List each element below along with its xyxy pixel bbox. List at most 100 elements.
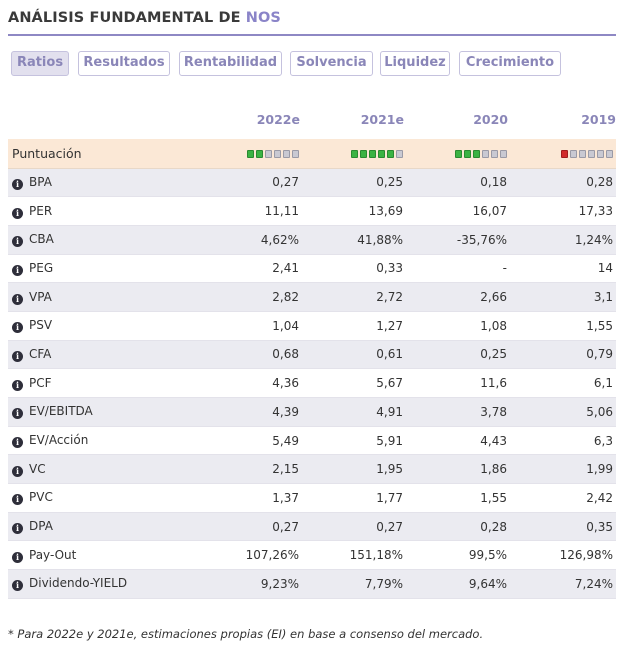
value-cell: 1,86 <box>406 454 510 485</box>
row-label: PVC <box>29 490 53 505</box>
column-header-2019: 2019 <box>581 112 616 127</box>
value-cell: 0,35 <box>510 512 616 542</box>
table-row: i CBA 4,62% 41,88% -35,76% 1,24% <box>8 225 616 255</box>
score-pip-filled <box>247 149 254 158</box>
value-cell: 0,27 <box>198 512 302 542</box>
table-row: i DPA 0,27 0,27 0,28 0,35 <box>8 512 616 542</box>
info-icon[interactable]: i <box>12 494 23 506</box>
score-label-cell: Puntuación <box>8 139 198 169</box>
row-label-cell: i EV/Acción <box>8 426 198 456</box>
value-cell: 0,68 <box>198 340 302 370</box>
tab-resultados[interactable]: Resultados <box>78 51 170 76</box>
info-icon[interactable]: i <box>12 207 23 219</box>
tab-solvencia[interactable]: Solvencia <box>290 51 373 76</box>
value-cell: 4,62% <box>198 225 302 255</box>
info-icon[interactable]: i <box>12 437 23 449</box>
value-cell: 0,25 <box>406 340 510 370</box>
row-label-cell: i DPA <box>8 512 198 542</box>
tab-ratios[interactable]: Ratios <box>11 51 69 76</box>
value-cell: 2,15 <box>198 454 302 485</box>
score-pip-filled <box>256 149 263 158</box>
column-header-2020: 2020 <box>473 112 508 127</box>
table-row: i Dividendo-YIELD 9,23% 7,79% 9,64% 7,24% <box>8 569 616 599</box>
score-pip-filled <box>464 149 471 158</box>
row-label: CBA <box>29 232 54 247</box>
value-cell: 126,98% <box>510 540 616 571</box>
value-cell: 1,77 <box>302 483 406 513</box>
info-icon[interactable]: i <box>12 178 23 190</box>
score-pips <box>351 149 403 158</box>
info-icon[interactable]: i <box>12 408 23 420</box>
value-cell: 2,82 <box>198 282 302 312</box>
value-cell: 1,99 <box>510 454 616 485</box>
row-label-cell: i PVC <box>8 483 198 513</box>
value-cell: 99,5% <box>406 540 510 571</box>
score-pip-empty <box>588 149 595 158</box>
value-cell: 0,28 <box>406 512 510 542</box>
info-icon[interactable]: i <box>12 264 23 276</box>
score-pip-filled <box>387 149 394 158</box>
row-label: Pay-Out <box>29 547 77 562</box>
value-cell: 0,61 <box>302 340 406 370</box>
score-pip-empty <box>396 149 403 158</box>
value-cell: 1,95 <box>302 454 406 485</box>
value-cell: 107,26% <box>198 540 302 571</box>
page-title: ANÁLISIS FUNDAMENTAL DE NOS <box>8 8 616 28</box>
value-cell: 1,24% <box>510 225 616 255</box>
row-label: EV/EBITDA <box>29 404 93 419</box>
row-label-cell: i PEG <box>8 254 198 284</box>
row-label-cell: i EV/EBITDA <box>8 397 198 427</box>
score-pip-filled <box>561 149 568 158</box>
value-cell: 9,23% <box>198 569 302 599</box>
table-row: i PEG 2,41 0,33-14 <box>8 254 616 284</box>
value-cell: 5,49 <box>198 426 302 456</box>
value-cell: 3,78 <box>406 397 510 427</box>
score-pip-empty <box>491 149 498 158</box>
tab-liquidez[interactable]: Liquidez <box>380 51 450 76</box>
value-cell: 11,11 <box>198 196 302 226</box>
value-cell: 2,66 <box>406 282 510 312</box>
value-cell: 1,55 <box>510 311 616 341</box>
score-pip-empty <box>482 149 489 158</box>
score-pips <box>247 149 299 158</box>
score-pip-empty <box>283 149 290 158</box>
info-icon[interactable]: i <box>12 523 23 535</box>
row-label-cell: i PCF <box>8 368 198 398</box>
info-icon[interactable]: i <box>12 580 23 592</box>
score-pip-empty <box>292 149 299 158</box>
info-icon[interactable]: i <box>12 322 23 334</box>
value-cell: 4,91 <box>302 397 406 427</box>
value-cell: 151,18% <box>302 540 406 571</box>
score-pip-filled <box>473 149 480 158</box>
score-pip-filled <box>369 149 376 158</box>
value-cell: 5,67 <box>302 368 406 398</box>
info-icon[interactable]: i <box>12 293 23 305</box>
info-icon[interactable]: i <box>12 379 23 391</box>
info-icon[interactable]: i <box>12 551 23 563</box>
value-cell: 2,72 <box>302 282 406 312</box>
value-cell: 0,25 <box>302 168 406 198</box>
table-row: i VC 2,15 1,95 1,86 1,99 <box>8 454 616 485</box>
score-pip-filled <box>378 149 385 158</box>
row-label: EV/Acción <box>29 433 89 448</box>
tab-crecimiento[interactable]: Crecimiento <box>459 51 561 76</box>
value-cell: 16,07 <box>406 196 510 226</box>
info-icon[interactable]: i <box>12 350 23 362</box>
score-pip-empty <box>570 149 577 158</box>
row-label-cell: i PSV <box>8 311 198 341</box>
table-row: i VPA 2,82 2,72 2,66 3,1 <box>8 282 616 312</box>
row-label-cell: i VPA <box>8 282 198 312</box>
table-row: i EV/Acción 5,49 5,91 4,43 6,3 <box>8 426 616 456</box>
section-header: ANÁLISIS FUNDAMENTAL DE NOS <box>8 8 616 36</box>
row-label-cell: i CBA <box>8 225 198 255</box>
table-row: i PCF 4,36 5,67 11,6 6,1 <box>8 368 616 398</box>
info-icon[interactable]: i <box>12 236 23 248</box>
tab-rentabilidad[interactable]: Rentabilidad <box>179 51 282 76</box>
score-label: Puntuación <box>12 145 82 161</box>
row-label: CFA <box>29 346 52 361</box>
info-icon[interactable]: i <box>12 465 23 477</box>
value-cell: 1,04 <box>198 311 302 341</box>
score-pip-empty <box>500 149 507 158</box>
score-cell-2019 <box>510 139 616 169</box>
footnote: * Para 2022e y 2021e, estimaciones propi… <box>8 627 484 641</box>
